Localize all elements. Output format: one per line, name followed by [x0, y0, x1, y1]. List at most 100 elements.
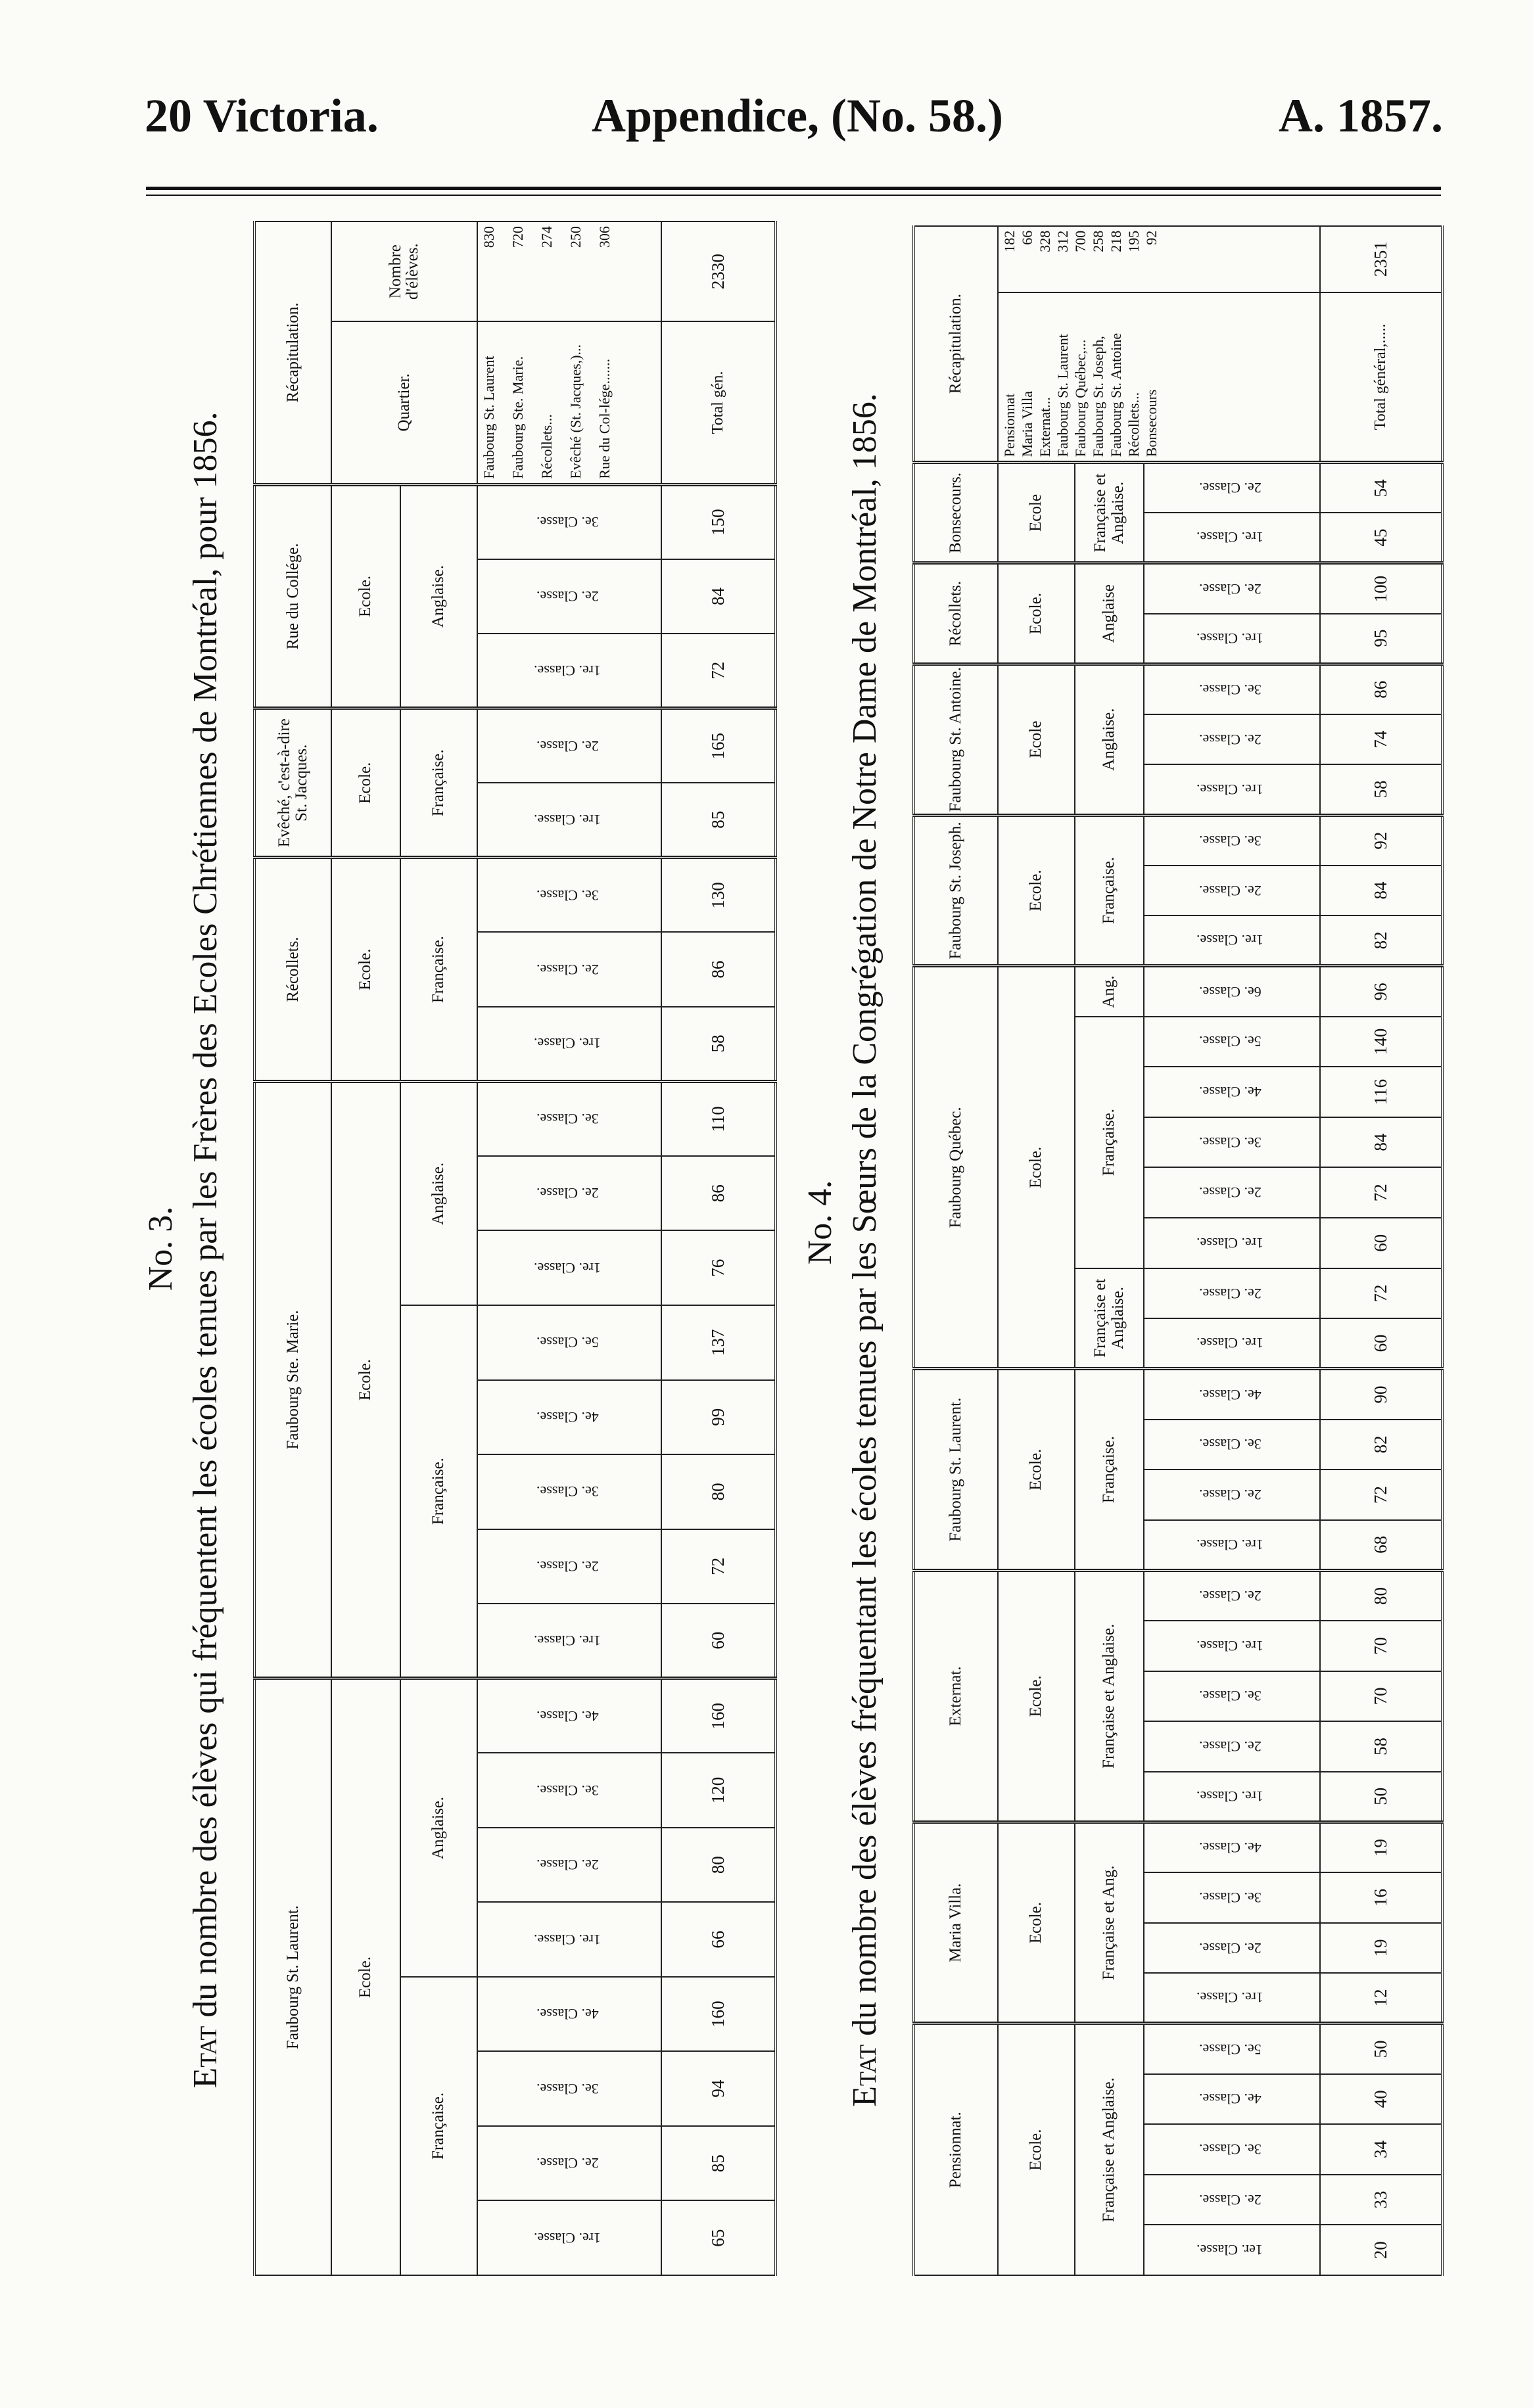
class-label-text: 3e. Classe. — [1198, 2141, 1262, 2158]
pupil-count: 94 — [661, 2051, 776, 2126]
class-label: 1re. Classe. — [477, 783, 661, 858]
class-label: 1re. Classe. — [1144, 613, 1320, 664]
pupil-count: 12 — [1320, 1973, 1442, 2024]
class-label-text: 1re. Classe. — [1196, 1989, 1263, 2006]
language-header: Française. — [400, 1305, 477, 1679]
class-label-text: 5e. Classe. — [536, 1334, 599, 1351]
class-label-text: 3e. Classe. — [536, 2080, 599, 2097]
pupil-count: 85 — [661, 2125, 776, 2201]
pupil-count: 76 — [661, 1230, 776, 1305]
class-label: 3e. Classe. — [477, 484, 661, 559]
class-label-text: 2e. Classe. — [1198, 731, 1262, 748]
table-4-container: Pensionnat. Maria Villa. Externat. Faubourg… — [912, 225, 1444, 2276]
recap-district: Récollets... — [538, 414, 555, 479]
class-label: 1re. Classe. — [1144, 1218, 1320, 1268]
district-header: Faubourg Québec. — [914, 965, 998, 1369]
pupil-count: 160 — [661, 1678, 776, 1753]
class-label-text: 1re. Classe. — [1196, 1335, 1263, 1352]
class-label: 3e. Classe. — [1144, 1872, 1320, 1923]
class-label: 1re. Classe. — [1144, 1771, 1320, 1822]
class-label-text: 4e. Classe. — [1198, 2091, 1262, 2108]
language-header: Française. — [1075, 815, 1144, 966]
pupil-count: 116 — [1320, 1067, 1442, 1117]
district-header: Maria Villa. — [914, 1822, 998, 2024]
school-header: Ecole. — [998, 815, 1075, 966]
pupil-count: 16 — [1320, 1872, 1442, 1923]
recap-header: Récapitulation. — [254, 221, 331, 485]
language-header: Française et Anglaise. — [1075, 2023, 1144, 2275]
district-header: Faubourg St. Joseph. — [914, 815, 998, 966]
recap-col-count: Nombre d'élèves. — [331, 221, 477, 322]
table-3-title-cap: Etat — [187, 2026, 224, 2089]
pupil-count: 72 — [1320, 1470, 1442, 1520]
class-label: 3e. Classe. — [1144, 1419, 1320, 1470]
district-header: Evêché, c'est-à-dire St. Jacques. — [254, 708, 331, 858]
recap-count: 720 — [509, 226, 526, 248]
pupil-count: 86 — [661, 1155, 776, 1231]
pupil-count: 72 — [1320, 1167, 1442, 1218]
class-label: 1re. Classe. — [1144, 915, 1320, 966]
class-label-text: 2e. Classe. — [536, 588, 599, 605]
recap-count: 218 — [1108, 230, 1124, 252]
school-header: Ecole. — [998, 1368, 1075, 1571]
class-label: 3e. Classe. — [477, 1753, 661, 1828]
pupil-count: 90 — [1320, 1368, 1442, 1420]
pupil-count: 58 — [1320, 764, 1442, 816]
class-label-text: 5e. Classe. — [1198, 1033, 1262, 1050]
class-label: 2e. Classe. — [477, 708, 661, 783]
recap-district: Maria Villa — [1019, 390, 1035, 457]
class-label: 1re. Classe. — [477, 1006, 661, 1082]
district-header: Récollets. — [254, 857, 331, 1082]
table-row: Ecole. Ecole. Ecole. Ecole. Ecole. Quartier. N… — [331, 221, 477, 2275]
table-3-title-text: du nombre des élèves qui fréquentent les… — [187, 411, 224, 2026]
school-header: Ecole. — [331, 857, 400, 1082]
pupil-count: 95 — [1320, 613, 1442, 664]
class-label-text: 3e. Classe. — [536, 514, 599, 531]
language-header: Anglaise — [1075, 563, 1144, 664]
pupil-count: 165 — [661, 708, 776, 783]
recap-count: 312 — [1054, 230, 1071, 252]
pupil-count: 99 — [661, 1379, 776, 1455]
class-label: 2e. Classe. — [1144, 714, 1320, 765]
table-3-number: No. 3. — [142, 1206, 179, 1291]
pupil-count: 33 — [1320, 2174, 1442, 2225]
class-label-text: 3e. Classe. — [1198, 1436, 1262, 1453]
statistics-table-4: Pensionnat. Maria Villa. Externat. Faubourg… — [912, 225, 1444, 2276]
table-4-number: No. 4. — [801, 1180, 839, 1265]
pupil-count: 82 — [1320, 915, 1442, 966]
pupil-count: 58 — [661, 1006, 776, 1082]
school-header: Ecole. — [331, 1081, 400, 1679]
class-label-text: 2e. Classe. — [1198, 1184, 1262, 1201]
language-header: Française et Anglaise. — [1075, 462, 1144, 563]
header-session: 20 Victoria. — [145, 89, 379, 142]
class-label: 2e. Classe. — [477, 1155, 661, 1231]
recap-district: Faubourg Québec,... — [1072, 339, 1089, 457]
class-label: 1re. Classe. — [477, 1230, 661, 1305]
class-label: 3e. Classe. — [477, 2051, 661, 2126]
class-label: 2e. Classe. — [477, 1529, 661, 1604]
district-header: Bonsecours. — [914, 462, 998, 563]
pupil-count: 19 — [1320, 1922, 1442, 1974]
pupil-count: 85 — [661, 783, 776, 858]
table-4-title-text: du nombre des élèves fréquentant les éco… — [846, 393, 884, 2045]
class-label: 1re. Classe. — [477, 1902, 661, 1977]
pupil-count: 60 — [1320, 1318, 1442, 1369]
school-header: Ecole. — [331, 484, 400, 708]
pupil-count: 80 — [1320, 1570, 1442, 1621]
recap-district: Faubourg St. Laurent — [1054, 334, 1071, 457]
school-header: Ecole. — [998, 2023, 1075, 2275]
school-header: Ecole. — [998, 965, 1075, 1369]
class-label: 3e. Classe. — [477, 857, 661, 933]
class-label: 2e. Classe. — [1144, 1470, 1320, 1520]
pupil-count: 120 — [661, 1753, 776, 1828]
class-label: 1re. Classe. — [477, 1604, 661, 1679]
class-label: 2e. Classe. — [1144, 462, 1320, 513]
district-header: Faubourg St. Laurent. — [254, 1678, 331, 2275]
table-row: Faubourg St. Laurent. Faubourg Ste. Marie… — [254, 221, 331, 2275]
recap-district: Faubourg St. Laurent — [481, 356, 497, 479]
class-label-text: 3e. Classe. — [536, 1483, 599, 1500]
class-label: 4e. Classe. — [1144, 1822, 1320, 1873]
class-label: 2e. Classe. — [477, 559, 661, 634]
pupil-count: 80 — [661, 1454, 776, 1529]
district-header: Rue du Collége. — [254, 484, 331, 708]
